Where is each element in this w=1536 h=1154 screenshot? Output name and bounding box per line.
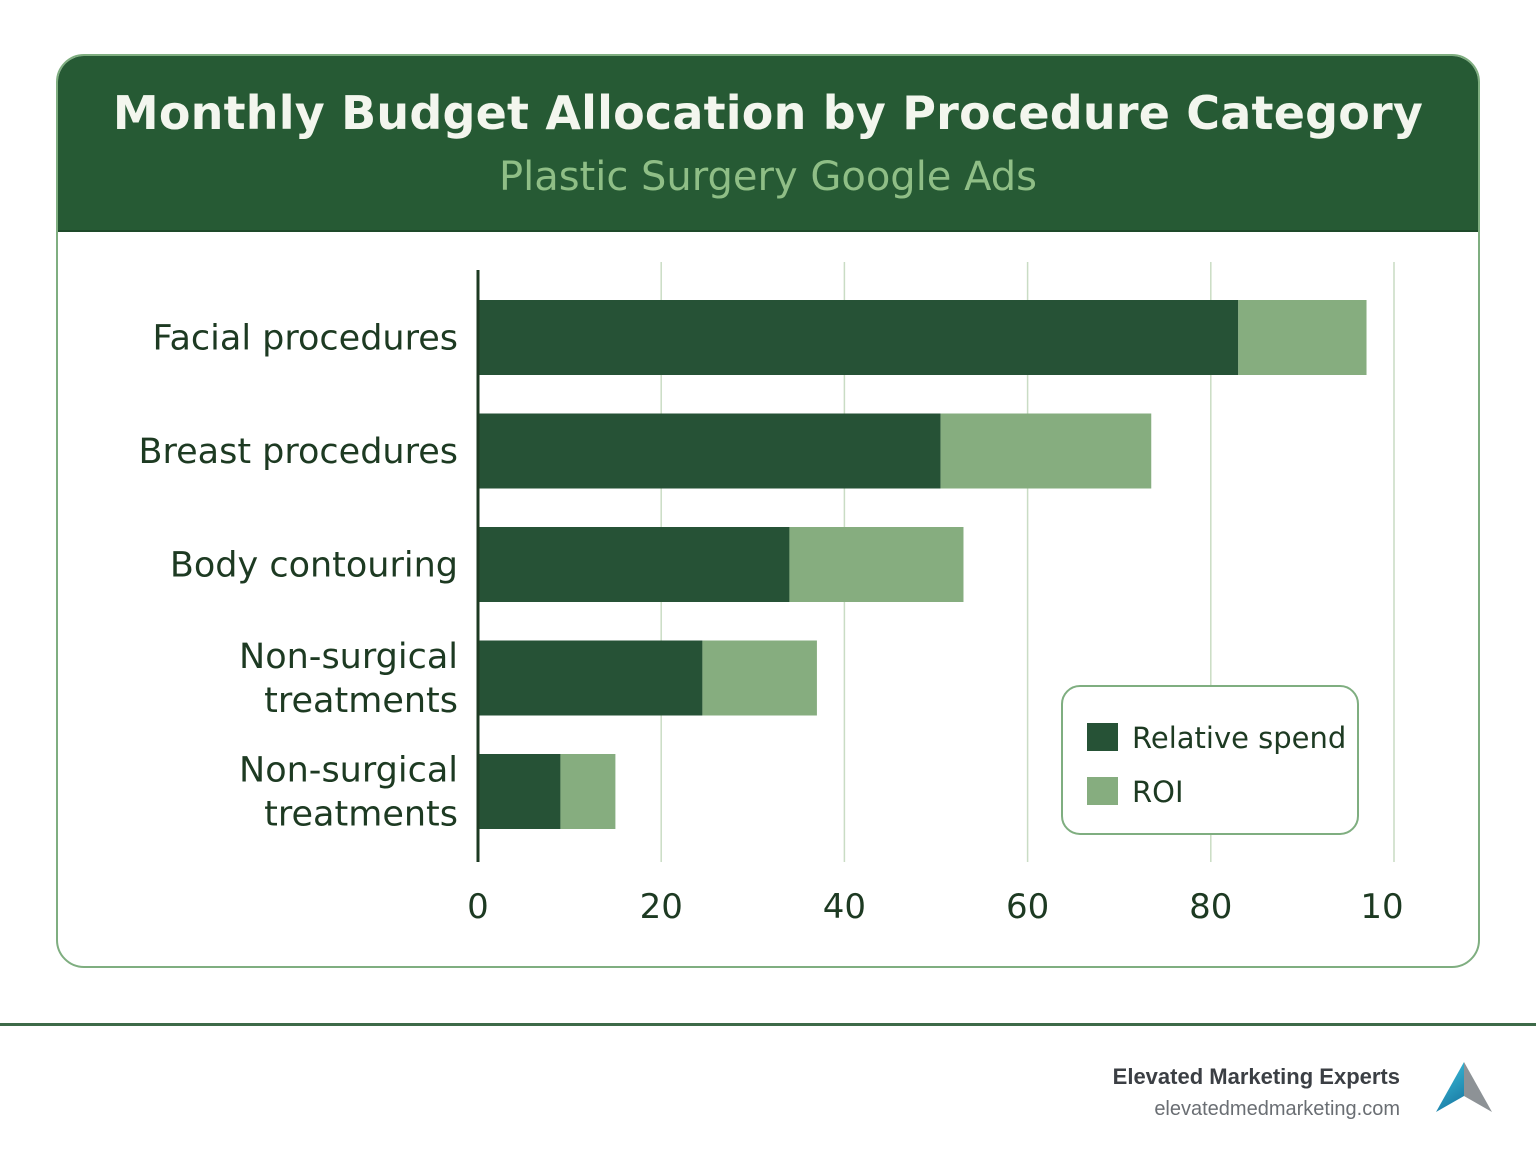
x-tick-label: 20 [640,887,683,927]
category-label: Breast procedures [138,432,458,472]
bar-chart: Facial procedures Breast procedures Body c… [138,262,1404,927]
chart-subtitle: Plastic Surgery Google Ads [498,154,1038,200]
x-tick-label: 40 [823,887,866,927]
category-label: Non-surgical treatments [239,637,458,721]
legend-label-roi: ROI [1132,775,1184,809]
x-tick-label: 80 [1189,887,1232,927]
bar-spend-1 [478,300,1239,375]
bar-spend-3 [478,527,790,602]
legend-swatch-roi [1087,777,1118,805]
legend-box [1061,685,1359,835]
bar-roi-5 [560,754,616,829]
footer-divider [0,1023,1536,1026]
x-tick-label: 60 [1006,887,1049,927]
category-label: Non-surgical treatments [239,751,458,835]
brand-name: Elevated Marketing Experts [1112,1064,1400,1089]
triangle-logo-icon [1436,1062,1492,1112]
category-label: Body contouring [170,546,458,586]
x-tick-label: 10 [1360,887,1403,927]
category-label: Facial procedures [153,319,458,359]
x-tick-label: 0 [467,887,489,927]
bar-roi-3 [789,527,964,602]
chart-card: Monthly Budget Allocation by Procedure C… [56,54,1480,968]
chart-header: Monthly Budget Allocation by Procedure C… [58,56,1478,232]
bar-spend-4 [478,640,703,716]
legend-label-spend: Relative spend [1132,721,1346,755]
bar-roi-1 [1238,300,1367,375]
bar-roi-2 [940,413,1152,489]
bar-spend-5 [478,754,561,829]
brand-url: elevatedmedmarketing.com [1154,1098,1400,1120]
bar-roi-4 [702,640,817,716]
legend-swatch-spend [1087,723,1118,751]
chart-title: Monthly Budget Allocation by Procedure C… [112,86,1424,140]
bar-spend-2 [478,413,941,489]
